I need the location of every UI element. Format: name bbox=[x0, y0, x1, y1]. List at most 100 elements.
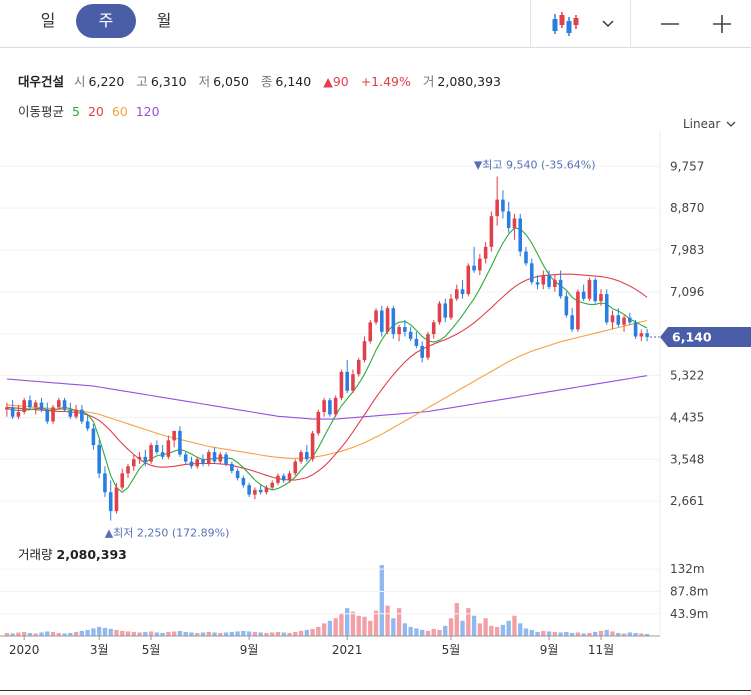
candle bbox=[281, 473, 286, 483]
candle bbox=[10, 400, 15, 420]
ma-legend-60[interactable]: 60 bbox=[111, 104, 128, 119]
volume-bar bbox=[558, 632, 563, 636]
volume-bar bbox=[171, 631, 177, 636]
chevron-down-icon bbox=[602, 20, 614, 27]
candle bbox=[33, 400, 38, 415]
candle bbox=[131, 454, 136, 472]
volume-bar bbox=[627, 632, 632, 636]
volume-bar bbox=[33, 633, 38, 636]
x-tick-label: 3월 bbox=[90, 643, 109, 657]
ma-legend-120[interactable]: 120 bbox=[135, 104, 160, 119]
candle-body bbox=[281, 475, 286, 481]
candle-body bbox=[593, 279, 597, 302]
candle-body bbox=[431, 322, 436, 335]
tab-daily[interactable]: 일 bbox=[40, 11, 56, 30]
candle bbox=[466, 263, 471, 297]
candle-body bbox=[131, 459, 136, 467]
current-price-label: 6,140 bbox=[672, 329, 712, 344]
candle bbox=[639, 329, 644, 342]
candle bbox=[518, 213, 523, 257]
x-tick-label: 5월 bbox=[142, 643, 161, 657]
candle-body bbox=[610, 315, 615, 323]
volume-bar bbox=[68, 632, 73, 636]
candle bbox=[449, 294, 453, 320]
candle-body bbox=[345, 371, 349, 391]
volume-bar bbox=[125, 631, 131, 636]
volume-bar bbox=[598, 630, 604, 636]
candle bbox=[506, 201, 511, 233]
tab-weekly[interactable]: 주 bbox=[76, 4, 136, 38]
candle-body bbox=[599, 294, 603, 302]
volume-tick-label: 132m bbox=[670, 562, 705, 576]
candle-body bbox=[230, 463, 234, 472]
candle-body bbox=[10, 407, 15, 417]
volume-bar bbox=[91, 628, 96, 636]
candle bbox=[483, 242, 488, 264]
x-tick-label: 2021 bbox=[332, 643, 363, 657]
candle bbox=[212, 447, 217, 464]
ma5-line bbox=[6, 227, 648, 493]
volume-bar bbox=[443, 625, 448, 636]
candle bbox=[5, 402, 9, 417]
candle-body bbox=[581, 291, 586, 299]
candle-body bbox=[201, 459, 205, 464]
candle-body bbox=[143, 456, 148, 462]
volume-bar bbox=[270, 632, 275, 636]
candle bbox=[126, 463, 130, 479]
candle bbox=[247, 482, 251, 497]
tab-monthly[interactable]: 월 bbox=[156, 11, 172, 30]
x-tick-label: 9월 bbox=[240, 643, 259, 657]
volume-bar bbox=[229, 631, 234, 636]
close-label: 종 bbox=[260, 74, 273, 89]
candlestick-icon bbox=[552, 12, 579, 36]
volume-bar bbox=[304, 629, 309, 636]
volume-bar bbox=[45, 631, 50, 636]
candle bbox=[143, 449, 148, 467]
candle bbox=[160, 445, 165, 460]
volume-bar bbox=[22, 631, 27, 636]
candle-body bbox=[385, 308, 390, 332]
candle-body bbox=[293, 461, 298, 474]
price-tick-label: 7,983 bbox=[670, 243, 704, 257]
candle bbox=[293, 459, 298, 476]
volume-bar bbox=[166, 631, 171, 636]
volume-bar bbox=[552, 631, 557, 636]
candle bbox=[120, 468, 125, 490]
candle-body bbox=[397, 327, 401, 335]
volume-bar bbox=[235, 631, 240, 636]
candle-body bbox=[322, 400, 326, 413]
chart-type-button[interactable] bbox=[540, 0, 590, 48]
candle-body bbox=[622, 317, 626, 325]
candle bbox=[628, 312, 632, 325]
ma-legend-5[interactable]: 5 bbox=[72, 104, 80, 119]
ma-legend-20[interactable]: 20 bbox=[87, 104, 104, 119]
volume-bar bbox=[402, 623, 408, 636]
candle bbox=[137, 452, 142, 464]
volume-bar bbox=[316, 626, 321, 636]
candle bbox=[241, 475, 246, 488]
volume-bar bbox=[327, 620, 333, 636]
candle bbox=[576, 289, 580, 332]
candle bbox=[599, 289, 603, 306]
candle-body bbox=[506, 211, 511, 228]
candle-body bbox=[472, 265, 476, 271]
candle bbox=[235, 468, 240, 481]
candle-body bbox=[478, 258, 482, 271]
zoom-out-button[interactable] bbox=[640, 0, 700, 48]
candle bbox=[57, 397, 61, 410]
candle-body bbox=[633, 322, 638, 337]
candle-body bbox=[489, 216, 494, 247]
candle-body bbox=[512, 218, 517, 228]
volume-bar bbox=[546, 631, 552, 636]
volume-bar bbox=[137, 632, 142, 636]
candle bbox=[564, 291, 569, 318]
candle bbox=[403, 319, 407, 337]
chart-type-dropdown[interactable] bbox=[588, 0, 628, 48]
volume-bar bbox=[148, 631, 154, 636]
candle bbox=[431, 319, 436, 339]
candle bbox=[270, 480, 274, 490]
scale-toggle[interactable]: Linear bbox=[683, 117, 736, 131]
high-value: 6,310 bbox=[150, 74, 187, 89]
zoom-in-button[interactable] bbox=[692, 0, 751, 48]
